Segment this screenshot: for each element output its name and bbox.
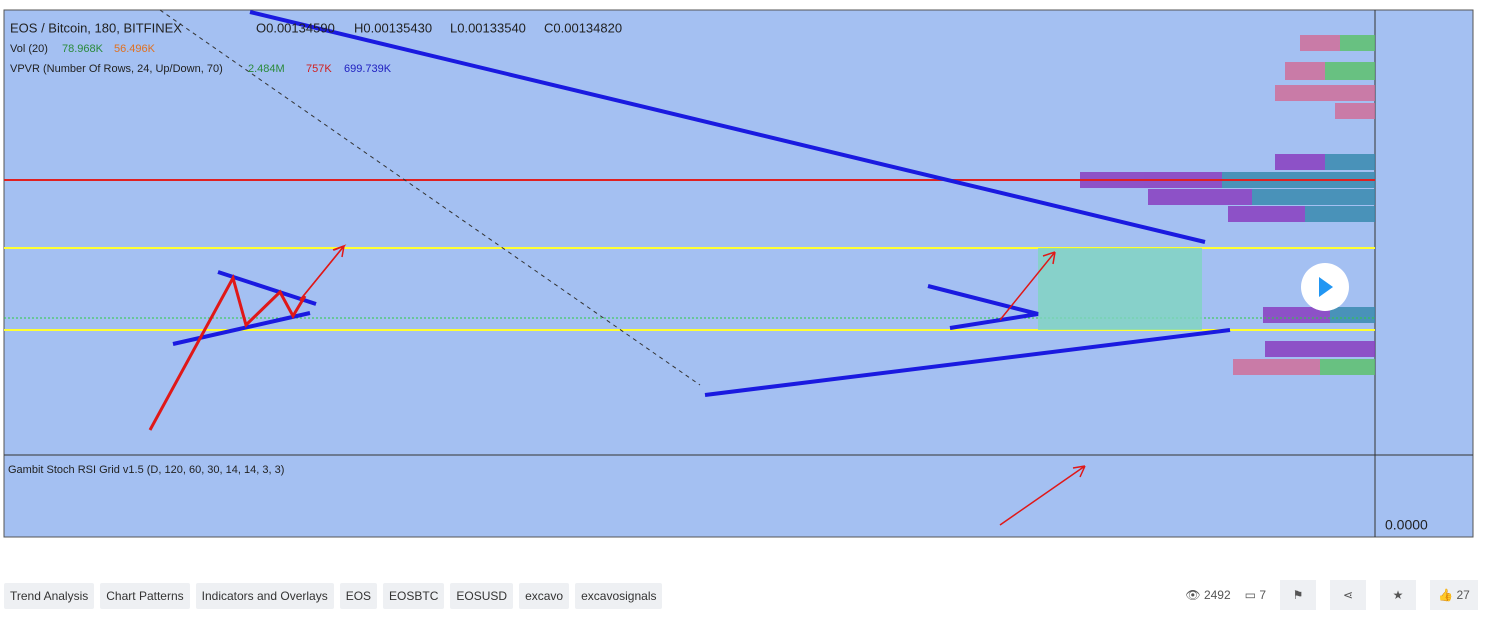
tag[interactable]: Chart Patterns (100, 583, 190, 609)
arrow (999, 251, 1056, 321)
share-button[interactable]: ⋖ (1330, 580, 1366, 610)
arrows (148, 244, 1086, 526)
views: 👁 2492 (1185, 588, 1231, 602)
trend-line (704, 328, 1231, 397)
zigzag (148, 274, 307, 431)
vpvr (1080, 35, 1375, 375)
arrow (999, 465, 1086, 526)
vpvr-row (1325, 62, 1375, 80)
tag[interactable]: EOS (339, 583, 378, 609)
symbol: EOS / Bitcoin, 180, BITFINEX (10, 20, 182, 35)
flag-line (172, 311, 311, 346)
volume-label: Vol (20) (10, 43, 48, 55)
flag-button[interactable]: ⚑ (1280, 580, 1316, 610)
indicator-title: Gambit Stoch RSI Grid v1.5 (D, 120, 60, … (8, 464, 284, 476)
chart: EOS / Bitcoin, 180, BITFINEX O0.00134590… (3, 9, 1474, 538)
indicator-axis-label: 0.0000 (1385, 517, 1428, 533)
comments-count: 7 (1259, 588, 1266, 602)
vpvr-row (1252, 189, 1375, 205)
ohlc-low: L0.00133540 (450, 20, 526, 35)
vpvr-value: 2.484M (248, 63, 285, 75)
ohlc-high: H0.00135430 (354, 20, 432, 35)
tag[interactable]: Trend Analysis (4, 583, 95, 609)
vpvr-row (1325, 154, 1375, 170)
play-button[interactable] (1301, 263, 1349, 311)
like-button[interactable]: 👍 27 (1430, 580, 1478, 610)
trend-line (249, 10, 1206, 244)
vpvr-row (1340, 35, 1375, 51)
ohlc-close: C0.00134820 (544, 20, 622, 35)
tag[interactable]: EOSUSD (450, 583, 514, 609)
likes-count: 27 (1456, 588, 1470, 602)
vpvr-row (1335, 103, 1375, 119)
arrow (299, 245, 345, 301)
vpvr-row (1305, 206, 1375, 222)
favorite-button[interactable]: ★ (1380, 580, 1416, 610)
tag-list: Trend Analysis Chart Patterns Indicators a… (4, 583, 663, 609)
tag[interactable]: excavo (519, 583, 570, 609)
target-box (1038, 248, 1202, 330)
vpvr-value: 699.739K (344, 63, 392, 75)
vpvr-value: 757K (306, 63, 332, 75)
comments[interactable]: ▭ 7 (1244, 588, 1266, 602)
trend-line (159, 9, 701, 386)
chart-background (3, 9, 1474, 538)
drawings (172, 10, 1231, 397)
volume-value: 78.968K (62, 43, 104, 55)
triangle-pattern (927, 284, 1039, 330)
stats: 👁 2492 ▭ 7 ⚑ ⋖ ★ 👍 27 (1185, 580, 1478, 610)
views-count: 2492 (1203, 588, 1231, 602)
vpvr-row (1320, 359, 1375, 375)
tag[interactable]: excavosignals (575, 583, 663, 609)
volume-value: 56.496K (114, 43, 156, 55)
tag[interactable]: Indicators and Overlays (195, 583, 334, 609)
tag[interactable]: EOSBTC (383, 583, 445, 609)
vpvr-row (1265, 341, 1375, 357)
vpvr-label: VPVR (Number Of Rows, 24, Up/Down, 70) (10, 63, 223, 75)
legend: EOS / Bitcoin, 180, BITFINEX O0.00134590… (8, 20, 1428, 532)
vpvr-row (1275, 85, 1375, 101)
vpvr-row (1330, 307, 1375, 323)
ohlc-open: O0.00134590 (256, 20, 335, 35)
play-icon[interactable] (1319, 277, 1333, 297)
